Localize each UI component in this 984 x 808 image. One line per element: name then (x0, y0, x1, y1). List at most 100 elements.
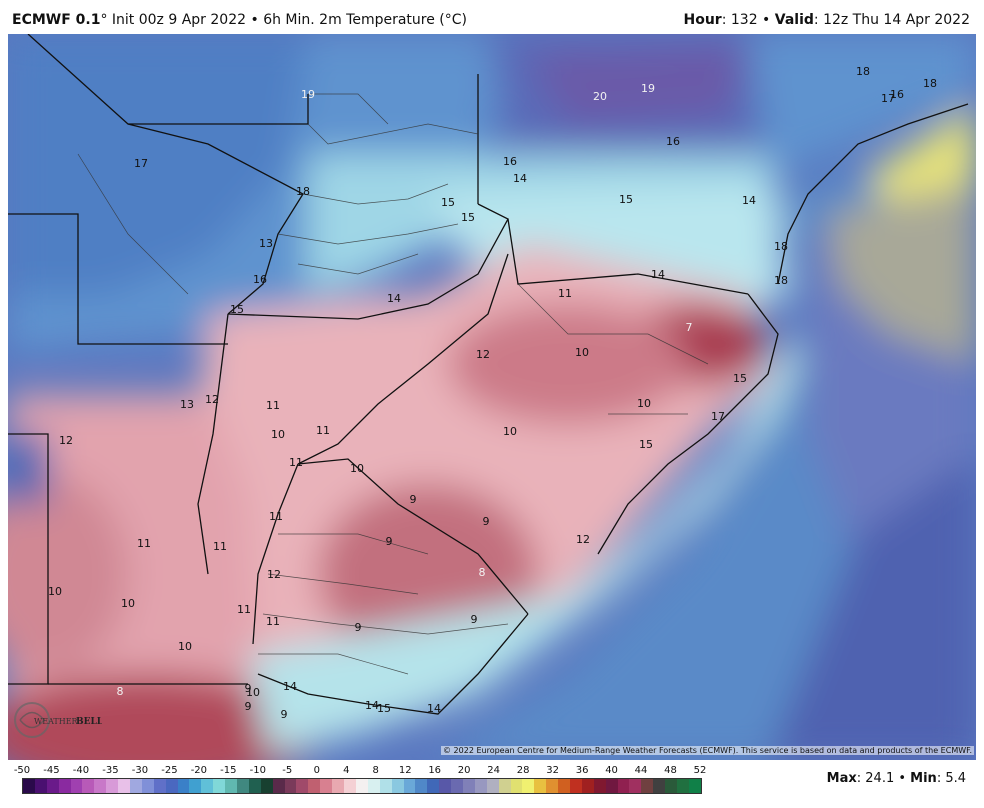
temperature-value-label: 15 (639, 438, 653, 451)
weatherbell-logo: WEATHER BELL (12, 700, 104, 742)
temperature-value-label: 10 (575, 346, 589, 359)
temperature-value-label: 9 (281, 708, 288, 721)
colorbar-tick-label: 52 (693, 765, 707, 776)
temperature-value-label: 15 (377, 702, 391, 715)
colorbar-swatch (629, 779, 642, 793)
temperature-value-label: 18 (774, 274, 788, 287)
colorbar-swatch (474, 779, 487, 793)
colorbar-swatch (534, 779, 547, 793)
temperature-value-label: 11 (269, 510, 283, 523)
temperature-value-label: 12 (267, 568, 281, 581)
colorbar-swatch (320, 779, 333, 793)
colorbar-swatch (296, 779, 309, 793)
colorbar-tick-label: -40 (72, 765, 90, 776)
colorbar-tick-label: 4 (343, 765, 350, 776)
temperature-value-label: 16 (890, 88, 904, 101)
colorbar-swatch (23, 779, 35, 793)
logo-text-bold: BELL (76, 717, 102, 727)
colorbar-tick-label: 8 (372, 765, 379, 776)
temperature-value-label: 10 (48, 585, 62, 598)
colorbar-swatch (415, 779, 428, 793)
temperature-value-label: 11 (137, 537, 151, 550)
colorbar-swatch (308, 779, 321, 793)
colorbar-tick-label: -10 (249, 765, 266, 776)
colorbar-tick-label: 0 (313, 765, 320, 776)
temperature-value-label: 11 (266, 615, 280, 628)
colorbar-swatch (641, 779, 654, 793)
temperature-value-label: 14 (427, 702, 441, 715)
colorbar-swatch (403, 779, 416, 793)
colorbar-swatch (165, 779, 178, 793)
colorbar-tick-label: -15 (220, 765, 237, 776)
temperature-value-label: 9 (410, 493, 417, 506)
min-value: : 5.4 (936, 771, 966, 786)
colorbar-tick-label: 28 (516, 765, 530, 776)
temperature-value-label: 9 (386, 535, 393, 548)
colorbar-swatch (332, 779, 345, 793)
temperature-value-label: 11 (316, 424, 330, 437)
colorbar-swatch (558, 779, 570, 793)
temperature-value-label: 14 (387, 292, 401, 305)
colorbar-swatch (260, 779, 273, 793)
colorbar-tick-label: -5 (282, 765, 293, 776)
hour-label: Hour (683, 12, 722, 28)
temperature-value-label: 12 (59, 434, 73, 447)
colorbar-tick-label: -25 (161, 765, 178, 776)
model-name: ECMWF 0.1 (12, 12, 101, 28)
colorbar-swatch (118, 779, 131, 793)
map-title: ECMWF 0.1° Init 00z 9 Apr 2022 • 6h Min.… (12, 12, 467, 28)
init-time: ° Init 00z 9 Apr 2022 (100, 12, 247, 28)
temperature-value-label: 10 (121, 597, 135, 610)
valid-label: Valid (774, 12, 814, 28)
temperature-value-label: 12 (576, 533, 590, 546)
colorbar-swatch (451, 779, 463, 793)
temperature-value-label: 10 (637, 397, 651, 410)
temperature-value-label: 18 (296, 185, 310, 198)
temperature-value-label: 9 (355, 621, 362, 634)
header-bar: ECMWF 0.1° Init 00z 9 Apr 2022 • 6h Min.… (0, 0, 984, 34)
colorbar-swatch (213, 779, 226, 793)
max-value: : 24.1 • (856, 771, 911, 786)
colorbar-swatch (237, 779, 249, 793)
colorbar-swatch (427, 779, 440, 793)
temperature-map[interactable]: 19 20 19 18 16 17 18 16 16 14 15 14 17 18 15 15 13 16 14 18… (8, 34, 976, 760)
colorbar-tick-label: 16 (428, 765, 442, 776)
colorbar-ticks: -50 -45 -40 -35 -30 -25 -20 -15 -10 -5 0 4 8 12 16 20 24… (14, 765, 707, 777)
temperature-field (8, 34, 976, 760)
colorbar-swatch (94, 779, 107, 793)
temperature-value-label: 16 (503, 155, 517, 168)
max-min-stats: Max: 24.1 • Min: 5.4 (827, 771, 966, 786)
colorbar-swatch (344, 779, 356, 793)
colorbar-swatch (201, 779, 214, 793)
temperature-value-label: 11 (289, 456, 303, 469)
colorbar-tick-label: 48 (664, 765, 677, 776)
temperature-value-label: 15 (441, 196, 455, 209)
colorbar-swatch (284, 779, 297, 793)
hour-value: : 132 • (721, 12, 775, 28)
temperature-value-label: 11 (213, 540, 227, 553)
temperature-value-label: 8 (117, 685, 124, 698)
colorbar-swatch (593, 779, 606, 793)
temperature-value-label: 10 (503, 425, 517, 438)
colorbar-swatch (177, 779, 190, 793)
temperature-value-label: 14 (513, 172, 527, 185)
temperature-value-label: 11 (237, 603, 251, 616)
colorbar-tick-label: 32 (546, 765, 559, 776)
temperature-value-label: 18 (856, 65, 870, 78)
colorbar-swatch (189, 779, 202, 793)
temperature-value-label: 13 (180, 398, 194, 411)
colorbar-swatch (225, 779, 238, 793)
colorbar-swatch (605, 779, 618, 793)
country-borders (8, 34, 969, 715)
colorbar-tick-label: -50 (13, 765, 31, 776)
colorbar-swatch (569, 779, 582, 793)
colorbar-tick-label: 20 (457, 765, 471, 776)
colorbar-swatch (141, 779, 154, 793)
colorbar-swatch (355, 779, 368, 793)
logo-text: WEATHER (34, 717, 79, 726)
temperature-value-label: 20 (593, 90, 607, 103)
colorbar-swatch (439, 779, 452, 793)
temperature-value-label: 12 (205, 393, 219, 406)
colorbar-tick-label: 12 (398, 765, 412, 776)
colorbar-swatch (665, 779, 677, 793)
